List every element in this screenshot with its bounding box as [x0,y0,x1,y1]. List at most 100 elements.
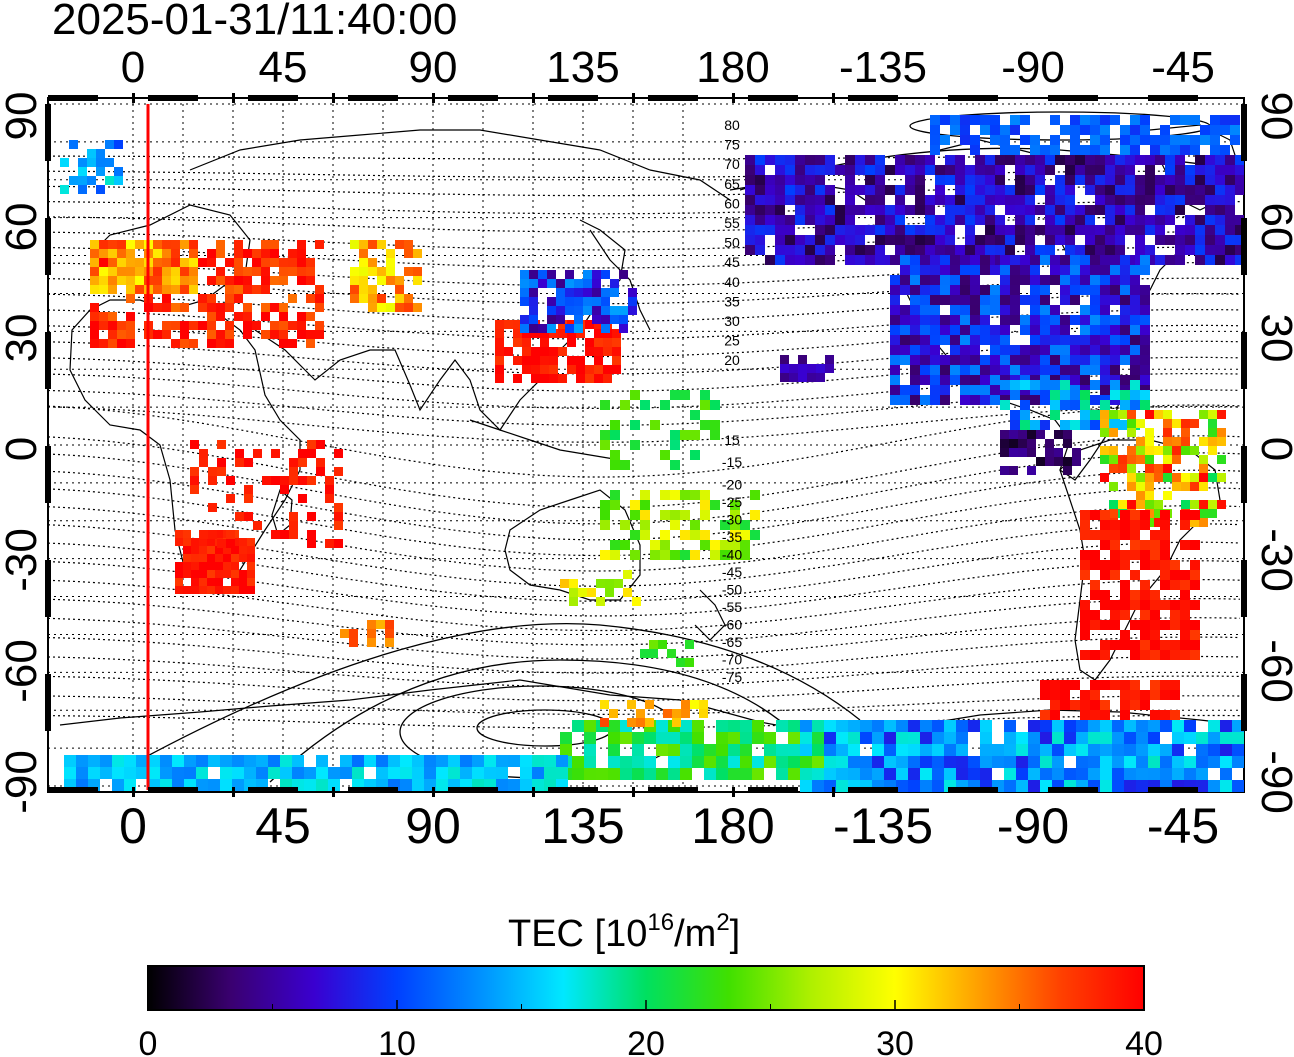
tec-cell [1154,464,1163,473]
tec-cell [162,276,171,285]
tec-cell [472,755,484,767]
tec-cell [1027,439,1036,448]
contour-label: 30 [724,313,740,329]
tec-cell [556,288,565,297]
tec-cell [609,709,618,718]
tec-cell [1180,135,1190,145]
tec-cell [1052,756,1064,768]
tec-cell [315,330,324,339]
tec-cell [549,347,558,356]
frame-band [248,95,298,101]
tec-cell [627,718,636,727]
tec-cell [216,330,225,339]
tec-cell [1070,365,1080,375]
tec-cell [1120,335,1130,345]
tec-cell [180,303,189,312]
tec-cell [775,245,785,255]
tec-cell [620,520,630,530]
tec-cell [603,329,612,338]
tec-cell [940,255,950,265]
tec-cell [215,530,223,538]
tec-cell [660,490,670,500]
tec-cell [108,258,117,267]
tec-cell [135,285,144,294]
tec-cell [325,485,334,494]
tec-cell [297,312,306,321]
tec-cell [970,375,980,385]
tec-cell [1080,375,1090,385]
tec-cell [728,756,740,768]
tec-cell [944,732,956,744]
tec-cell [1110,275,1120,285]
tec-cell [531,347,540,356]
tec-cell [603,338,612,347]
tec-cell [700,400,710,410]
tec-cell [945,165,955,175]
tec-cell [795,165,805,175]
tec-cell [1100,400,1110,410]
tec-cell [288,258,297,267]
x-tick [232,787,235,797]
tec-cell [226,476,235,485]
tec-cell [1000,325,1010,335]
tec-cell [1085,155,1095,165]
colorbar-tick-label: 40 [1125,1025,1163,1057]
tec-cell [556,755,568,767]
tec-cell [243,276,252,285]
tec-cell [180,258,189,267]
tec-cell [307,539,316,548]
tec-cell [126,285,135,294]
tec-cell [1145,165,1155,175]
tec-cell [980,365,990,375]
tec-cell [612,365,621,374]
tec-cell [970,395,980,405]
contour-label: -65 [722,634,742,650]
tec-cell [529,270,538,279]
tec-cell [189,321,198,330]
tec-cell [1165,195,1175,205]
tec-cell [910,375,920,385]
tec-cell [1095,235,1105,245]
tec-cell [198,321,207,330]
tec-cell [404,294,413,303]
tec-cell [1070,335,1080,345]
tec-cell [1004,756,1016,768]
tec-cell [730,520,740,530]
tec-cell [692,744,704,756]
tec-cell [1090,700,1100,710]
tec-cell [935,175,945,185]
tec-cell [1080,315,1090,325]
frame-band [348,95,398,101]
tec-cell [304,767,316,779]
tec-cell [1080,115,1090,125]
tec-cell [1225,175,1235,185]
tec-cell [108,285,117,294]
contour-label: -25 [722,494,742,510]
tec-cell [253,521,262,530]
tec-cell [162,330,171,339]
tec-cell [180,267,189,276]
tec-cell [815,195,825,205]
tec-cell [1205,155,1215,165]
frame-band [548,787,598,793]
tec-cell [680,768,692,780]
tec-cell [672,709,681,718]
tec-cell [1030,265,1040,275]
tec-cell [980,385,990,395]
tec-cell [513,329,522,338]
tec-cell [1020,355,1030,365]
tec-cell [640,649,649,658]
tec-cell [395,276,404,285]
tec-cell [315,303,324,312]
tec-cell [1136,491,1145,500]
tec-cell [670,490,680,500]
tec-cell [1100,650,1110,660]
y-tick-label-right: -90 [1252,750,1294,814]
tec-cell [78,158,87,167]
tec-cell [1120,640,1130,650]
tec-cell [576,329,585,338]
tec-cell [812,732,824,744]
tec-cell [1135,225,1145,235]
tec-cell [1180,580,1190,590]
tec-cell [950,315,960,325]
